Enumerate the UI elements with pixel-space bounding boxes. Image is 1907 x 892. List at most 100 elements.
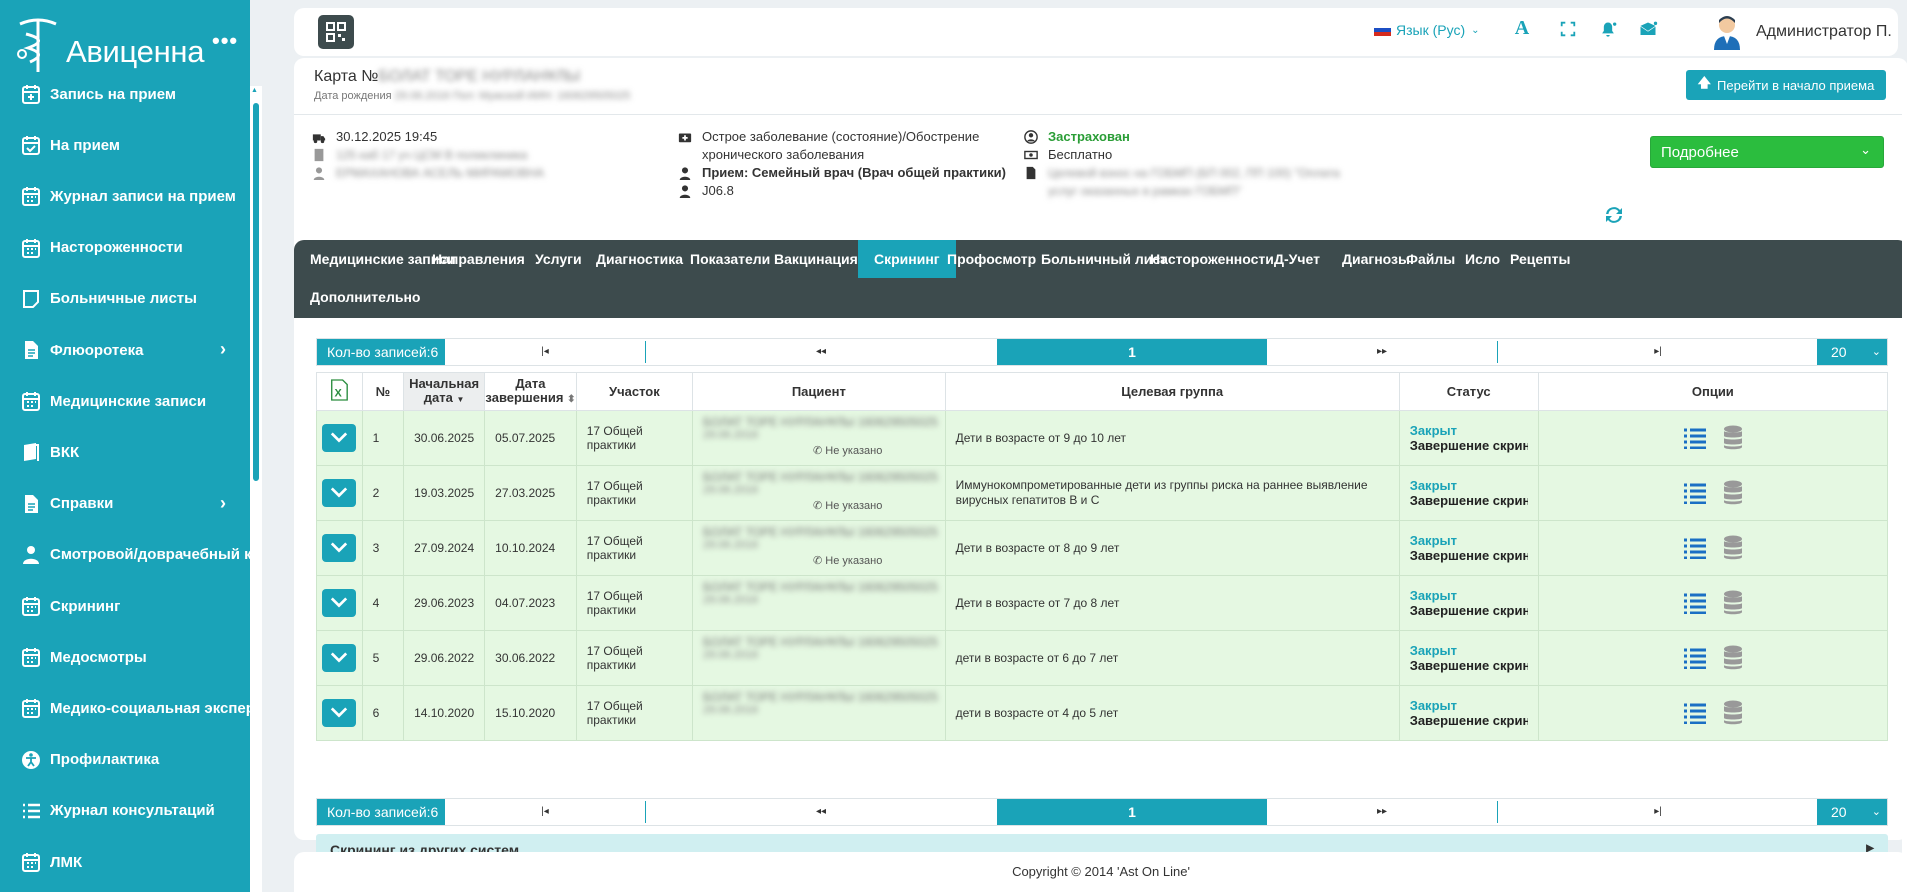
next-page-button[interactable]: ▸▸ [1376, 806, 1388, 817]
col-end-date[interactable]: Дата завершения ⬍ [484, 372, 577, 411]
expand-row-button[interactable] [322, 589, 357, 617]
prev-page-button[interactable]: ◂◂ [815, 806, 827, 817]
qr-code-button[interactable] [318, 15, 354, 49]
list-icon[interactable] [1682, 647, 1708, 669]
tab-15[interactable]: Рецепты [1510, 251, 1571, 267]
logo[interactable]: Авиценна ••• [16, 14, 239, 76]
table-row[interactable]: 5 29.06.2022 30.06.2022 17 Общей практики БО… [316, 630, 1889, 686]
sidebar-item-11[interactable]: Скрининг [0, 581, 250, 631]
sidebar-item-4[interactable]: Настороженности [0, 223, 250, 273]
visit-datetime: 30.12.2025 19:45 [312, 128, 437, 146]
bell-icon[interactable] [1596, 20, 1620, 44]
tab-10[interactable]: Настороженности [1150, 251, 1274, 267]
list-icon[interactable] [1682, 537, 1708, 559]
money-icon [1024, 150, 1038, 160]
database-icon[interactable] [1722, 645, 1744, 671]
page-size-select[interactable]: 20 ⌄ [1817, 339, 1887, 365]
fullscreen-icon[interactable] [1556, 20, 1580, 44]
tab-9[interactable]: Больничный лист [1041, 251, 1168, 267]
status-detail: Завершение скрининга [1409, 713, 1528, 728]
sidebar-scroll-thumb[interactable] [253, 103, 259, 481]
page-size-select[interactable]: 20 ⌄ [1817, 799, 1887, 825]
chevron-down-icon: ⌄ [1860, 142, 1871, 157]
current-page[interactable]: 1 [997, 799, 1267, 825]
tab-1[interactable]: Медицинские записи [310, 251, 456, 267]
font-size-icon[interactable]: A [1514, 17, 1530, 39]
tab-12[interactable]: Диагнозы [1342, 251, 1410, 267]
col-start-date[interactable]: Начальная дата ▼ [403, 372, 486, 411]
mail-icon[interactable] [1636, 20, 1660, 44]
tab-3[interactable]: Услуги [535, 251, 582, 267]
list-icon[interactable] [1682, 427, 1708, 449]
first-page-button[interactable]: |◂ [541, 806, 549, 817]
expand-row-button[interactable] [322, 534, 357, 562]
sidebar-item-9[interactable]: Справки › [0, 479, 250, 529]
expand-row-button[interactable] [322, 479, 357, 507]
svg-text:X: X [335, 387, 343, 399]
sidebar-item-label: На прием [50, 136, 121, 154]
expand-row-button[interactable] [322, 644, 357, 672]
list-icon[interactable] [1682, 482, 1708, 504]
sidebar-item-5[interactable]: Больничные листы [0, 274, 250, 324]
avatar[interactable] [1712, 14, 1742, 50]
tab-4[interactable]: Диагностика [596, 251, 684, 267]
refresh-icon[interactable] [1602, 203, 1626, 227]
excel-icon[interactable]: X [329, 379, 349, 401]
sidebar-item-12[interactable]: Медосмотры [0, 632, 250, 682]
patient-card: Карта №БОЛАТ ТОРЕ НУРЛАНҰЛЫ Дата рождени… [294, 58, 1907, 866]
sidebar-item-13[interactable]: Медико-социальная экспертиза [0, 683, 250, 733]
list-icon[interactable] [1682, 702, 1708, 724]
sidebar-item-7[interactable]: Медицинские записи [0, 376, 250, 426]
next-page-button[interactable]: ▸▸ [1376, 346, 1388, 357]
goto-appointment-start-button[interactable]: 🡅 Перейти в начало приема [1686, 70, 1886, 100]
database-icon[interactable] [1722, 590, 1744, 616]
first-page-button[interactable]: |◂ [541, 346, 549, 357]
sidebar-item-8[interactable]: ВКК [0, 427, 250, 477]
last-page-button[interactable]: ▸| [1654, 346, 1662, 357]
table-row[interactable]: 2 19.03.2025 27.03.2025 17 Общей практики БО… [316, 465, 1889, 521]
database-icon[interactable] [1722, 425, 1744, 451]
tab-8[interactable]: Профосмотр [947, 251, 1037, 267]
tab-6[interactable]: Вакцинация [774, 251, 858, 267]
scroll-up-icon[interactable]: ▲ [251, 87, 258, 94]
last-page-button[interactable]: ▸| [1654, 806, 1662, 817]
sidebar-item-14[interactable]: Профилактика [0, 735, 250, 785]
sidebar-item-2[interactable]: На прием [0, 120, 250, 170]
table-row[interactable]: 4 29.06.2023 04.07.2023 17 Общей практики БО… [316, 575, 1889, 631]
col-status: Статус [1398, 372, 1539, 411]
tab-16[interactable]: Дополнительно [310, 289, 421, 305]
sidebar-more-icon[interactable]: ••• [212, 28, 239, 53]
page-scrollbar[interactable] [1902, 70, 1907, 892]
username[interactable]: Администратор П. [1756, 23, 1892, 40]
sidebar-item-3[interactable]: Журнал записи на прием [0, 171, 250, 221]
tab-11[interactable]: Д-Учет [1274, 251, 1320, 267]
database-icon[interactable] [1722, 480, 1744, 506]
sidebar-item-10[interactable]: Смотровой/доврачебный кабинет [0, 530, 250, 580]
start-date: 27.09.2024 [403, 520, 486, 576]
sidebar-item-1[interactable]: Запись на прием [0, 69, 250, 119]
sidebar-item-6[interactable]: Флюоротека › [0, 325, 250, 375]
database-icon[interactable] [1722, 535, 1744, 561]
export-excel-cell[interactable]: X [316, 372, 363, 411]
more-details-select[interactable]: Подробнее ⌄ [1650, 136, 1884, 168]
table-row[interactable]: 6 14.10.2020 15.10.2020 17 Общей практики БО… [316, 685, 1889, 741]
prev-page-button[interactable]: ◂◂ [815, 346, 827, 357]
tab-7[interactable]: Скрининг [858, 240, 956, 278]
expand-row-button[interactable] [322, 424, 357, 452]
expand-row-button[interactable] [322, 699, 357, 727]
current-page[interactable]: 1 [997, 339, 1267, 365]
list-icon[interactable] [1682, 592, 1708, 614]
language-selector[interactable]: Язык (Рус) ⌄ [1374, 22, 1480, 38]
tab-2[interactable]: Направления [432, 251, 525, 267]
table-row[interactable]: 1 30.06.2025 05.07.2025 17 Общей практики БО… [316, 410, 1889, 466]
condition-info: Острое заболевание (состояние)/Обострени… [678, 128, 1008, 164]
sidebar-item-16[interactable]: ЛМК [0, 837, 250, 887]
tab-14[interactable]: Исло [1465, 251, 1501, 267]
database-icon[interactable] [1722, 700, 1744, 726]
tab-13[interactable]: Файлы [1406, 251, 1456, 267]
tab-5[interactable]: Показатели [690, 251, 771, 267]
sidebar-item-15[interactable]: Журнал консультаций [0, 786, 250, 836]
brand-name: Авиценна [66, 34, 205, 69]
table-row[interactable]: 3 27.09.2024 10.10.2024 17 Общей практики БО… [316, 520, 1889, 576]
